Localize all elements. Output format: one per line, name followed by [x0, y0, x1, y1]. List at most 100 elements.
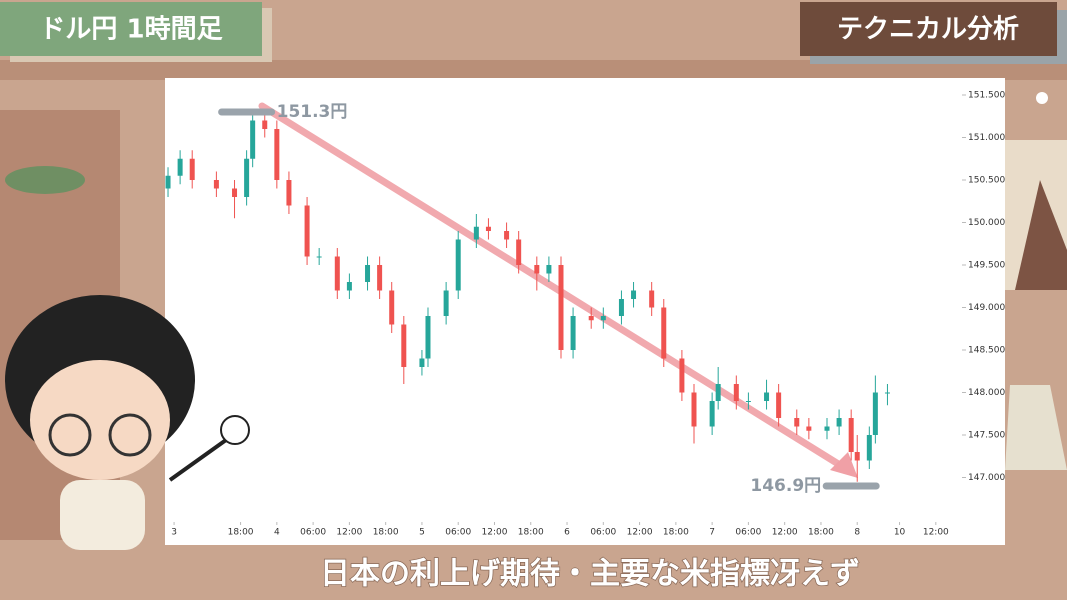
- candle-body: [546, 265, 552, 274]
- x-tick-label: 06:00: [735, 528, 761, 538]
- candle-body: [304, 205, 310, 257]
- candle-body: [425, 316, 431, 359]
- candle-body: [232, 188, 238, 197]
- candle-body: [334, 256, 340, 291]
- candle-body: [733, 384, 739, 401]
- candle-body: [884, 392, 890, 394]
- candle-body: [419, 358, 425, 367]
- caption: 日本の利上げ期待・主要な米指標冴えず: [320, 557, 860, 592]
- candle-body: [709, 401, 715, 427]
- candle-body: [401, 324, 407, 367]
- candle-body: [872, 392, 878, 435]
- y-tick-label: 151.000: [968, 133, 1005, 143]
- subtitle-banner: [800, 2, 1057, 56]
- candle-body: [836, 418, 842, 427]
- candle-body: [570, 316, 576, 350]
- candle-body: [558, 265, 564, 350]
- candle-body: [776, 392, 782, 418]
- x-tick-label: 18:00: [373, 528, 399, 538]
- x-tick-label: 12:00: [923, 528, 949, 538]
- candle-body: [679, 358, 685, 393]
- level-label: 146.9円: [750, 476, 821, 496]
- candle-body: [618, 299, 624, 316]
- candle-body: [473, 226, 479, 240]
- y-tick-label: 151.500: [968, 91, 1005, 101]
- x-tick-label: 8: [854, 528, 860, 538]
- candle-body: [588, 316, 594, 321]
- candle-body: [244, 158, 250, 197]
- wall-stripe: [0, 60, 1067, 80]
- candle-body: [516, 239, 522, 265]
- title: ドル円 1時間足: [39, 15, 222, 45]
- candle-body: [794, 418, 800, 427]
- candle-body: [250, 120, 256, 159]
- candle-body: [189, 158, 195, 180]
- x-tick-label: 5: [419, 528, 425, 538]
- level-label: 151.3円: [277, 102, 348, 122]
- x-tick-label: 4: [274, 528, 280, 538]
- plant: [5, 166, 85, 194]
- candle-body: [715, 384, 721, 401]
- x-tick-label: 12:00: [336, 528, 362, 538]
- x-tick-label: 3: [171, 528, 177, 538]
- x-tick-label: 18:00: [518, 528, 544, 538]
- candle-body: [286, 180, 292, 206]
- candle-body: [389, 290, 395, 325]
- x-tick-label: 7: [709, 528, 715, 538]
- arrow-head: [830, 452, 858, 478]
- candle-body: [854, 452, 860, 461]
- candle-body: [848, 418, 854, 452]
- title-banner: [0, 2, 262, 56]
- trend-arrow: [258, 102, 852, 474]
- candle-body: [443, 290, 449, 316]
- lamp: [1036, 92, 1048, 104]
- candle-body: [504, 231, 510, 240]
- glasses: [48, 413, 92, 457]
- candle-body: [661, 307, 667, 359]
- y-tick-label: 148.000: [968, 388, 1005, 398]
- candle-body: [365, 265, 371, 282]
- candle-body: [213, 180, 219, 189]
- y-tick-label: 147.500: [968, 431, 1005, 441]
- y-tick-label: 150.000: [968, 218, 1005, 228]
- y-tick-label: 149.000: [968, 303, 1005, 313]
- character-body: [60, 480, 145, 550]
- candle-body: [600, 316, 606, 321]
- candle-body: [631, 290, 637, 299]
- candle-body: [745, 401, 751, 402]
- x-tick-label: 06:00: [445, 528, 471, 538]
- candle-body: [177, 158, 183, 176]
- candle-body: [485, 226, 491, 231]
- candle-body: [316, 256, 322, 258]
- character-face: [30, 360, 170, 480]
- y-tick-label: 148.500: [968, 346, 1005, 356]
- candle-body: [346, 282, 352, 291]
- subtitle: テクニカル分析: [837, 15, 1019, 45]
- x-tick-label: 18:00: [808, 528, 834, 538]
- y-tick-label: 147.000: [968, 473, 1005, 483]
- candle-body: [824, 426, 830, 431]
- x-tick-label: 6: [564, 528, 570, 538]
- lamp-shade: [1005, 385, 1067, 470]
- candle-body: [806, 426, 812, 431]
- candle-body: [165, 175, 171, 189]
- y-tick-label: 149.500: [968, 261, 1005, 271]
- candle-body: [274, 129, 280, 180]
- x-tick-label: 10: [894, 528, 906, 538]
- y-tick-label: 150.500: [968, 176, 1005, 186]
- candle-body: [377, 265, 383, 291]
- hand: [220, 415, 250, 445]
- candle-body: [262, 120, 268, 129]
- x-tick-label: 12:00: [627, 528, 653, 538]
- candle-body: [455, 239, 461, 291]
- glasses: [108, 413, 152, 457]
- candle-body: [691, 392, 697, 427]
- candle-body: [866, 435, 872, 461]
- x-tick-label: 18:00: [663, 528, 689, 538]
- candle-body: [534, 265, 540, 274]
- x-tick-label: 18:00: [228, 528, 254, 538]
- candle-body: [649, 290, 655, 308]
- candle-body: [764, 392, 770, 401]
